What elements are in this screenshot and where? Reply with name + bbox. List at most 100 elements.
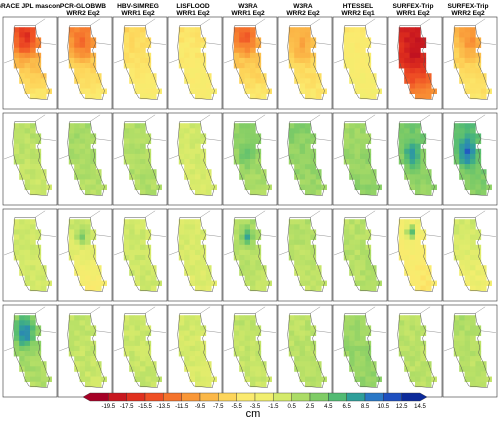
grid-cell	[30, 189, 36, 196]
grid-cell	[310, 159, 317, 165]
grid-cell	[244, 249, 251, 256]
grid-cell	[370, 371, 377, 377]
grid-cell	[79, 260, 86, 266]
grid-cell	[24, 219, 31, 225]
grid-cell	[305, 361, 311, 367]
grid-cell	[19, 52, 25, 59]
grid-cell	[415, 325, 421, 331]
grid-cell	[288, 138, 295, 145]
grid-cell	[200, 381, 207, 388]
grid-cell	[464, 356, 471, 362]
grid-cell	[195, 224, 201, 230]
grid-cell	[294, 128, 300, 134]
grid-cell	[255, 280, 262, 287]
grid-cell	[310, 361, 317, 367]
grid-cell	[365, 280, 372, 287]
grid-cell	[349, 153, 355, 160]
grid-cell	[85, 174, 91, 180]
grid-cell	[480, 376, 487, 383]
grid-cell	[195, 78, 201, 84]
grid-cell	[349, 239, 355, 246]
grid-cell	[409, 123, 416, 129]
column-subtitle: WRR1 Eq2	[121, 10, 155, 17]
grid-cell	[409, 88, 416, 95]
grid-cell	[409, 148, 416, 155]
map-panel	[2, 208, 58, 302]
grid-cell	[74, 361, 80, 367]
grid-cell	[13, 27, 20, 33]
grid-cell	[79, 345, 86, 352]
grid-cell	[200, 249, 207, 256]
grid-cell	[370, 184, 377, 191]
grid-cell	[35, 229, 42, 235]
grid-cell	[74, 133, 80, 139]
grid-cell	[35, 57, 42, 64]
grid-cell	[360, 340, 366, 347]
grid-cell	[464, 47, 471, 54]
grid-cell	[129, 153, 135, 160]
grid-cell	[365, 164, 372, 170]
grid-cell	[475, 376, 482, 383]
grid-cell	[123, 37, 130, 43]
grid-cell	[239, 37, 245, 43]
grid-cell	[79, 42, 86, 49]
map-panel	[2, 112, 58, 206]
grid-cell	[35, 88, 42, 95]
column-subtitle: WRR2 Eq1	[341, 10, 375, 17]
grid-cell	[129, 68, 135, 74]
grid-cell	[370, 88, 377, 95]
grid-cell	[299, 224, 306, 230]
grid-cell	[464, 63, 471, 69]
grid-cell	[288, 320, 295, 326]
grid-cell	[239, 153, 245, 160]
grid-cell	[354, 351, 361, 357]
grid-cell	[85, 57, 91, 64]
grid-cell	[464, 255, 471, 261]
grid-cell	[360, 148, 366, 155]
grid-cell	[398, 159, 405, 165]
grid-cell	[409, 351, 416, 357]
grid-cell	[244, 270, 251, 276]
grid-cell	[354, 356, 361, 362]
grid-cell	[35, 376, 42, 383]
grid-cell	[74, 153, 80, 160]
grid-cell	[310, 345, 317, 352]
grid-cell	[250, 239, 256, 246]
grid-cell	[129, 325, 135, 331]
grid-cell	[255, 42, 262, 49]
grid-cell	[68, 345, 75, 352]
grid-cell	[85, 351, 91, 357]
grid-cell	[398, 32, 405, 38]
grid-cell	[475, 270, 482, 276]
grid-cell	[250, 47, 256, 54]
grid-cell	[200, 42, 207, 49]
grid-cell	[13, 219, 20, 225]
grid-cell	[189, 52, 196, 59]
grid-cell	[305, 47, 311, 54]
grid-cell	[404, 47, 410, 54]
colorbar-segment	[346, 392, 366, 402]
grid-cell	[480, 78, 487, 84]
grid-cell	[85, 148, 91, 155]
grid-cell	[480, 280, 487, 287]
grid-cell	[288, 249, 295, 256]
colorbar-tick-label: -19.5	[101, 404, 115, 410]
grid-cell	[415, 356, 421, 362]
grid-cell	[370, 179, 377, 185]
grid-cell	[453, 57, 460, 64]
grid-cell	[239, 330, 245, 337]
grid-cell	[288, 234, 295, 241]
grid-cell	[404, 325, 410, 331]
grid-cell	[239, 335, 245, 342]
grid-cell	[200, 255, 207, 261]
grid-cell	[79, 244, 86, 251]
grid-cell	[24, 356, 31, 362]
grid-cell	[123, 345, 130, 352]
grid-cell	[255, 330, 262, 337]
grid-cell	[140, 57, 146, 64]
grid-cell	[288, 330, 295, 337]
grid-cell	[79, 63, 86, 69]
grid-cell	[178, 52, 185, 59]
grid-cell	[343, 239, 350, 246]
